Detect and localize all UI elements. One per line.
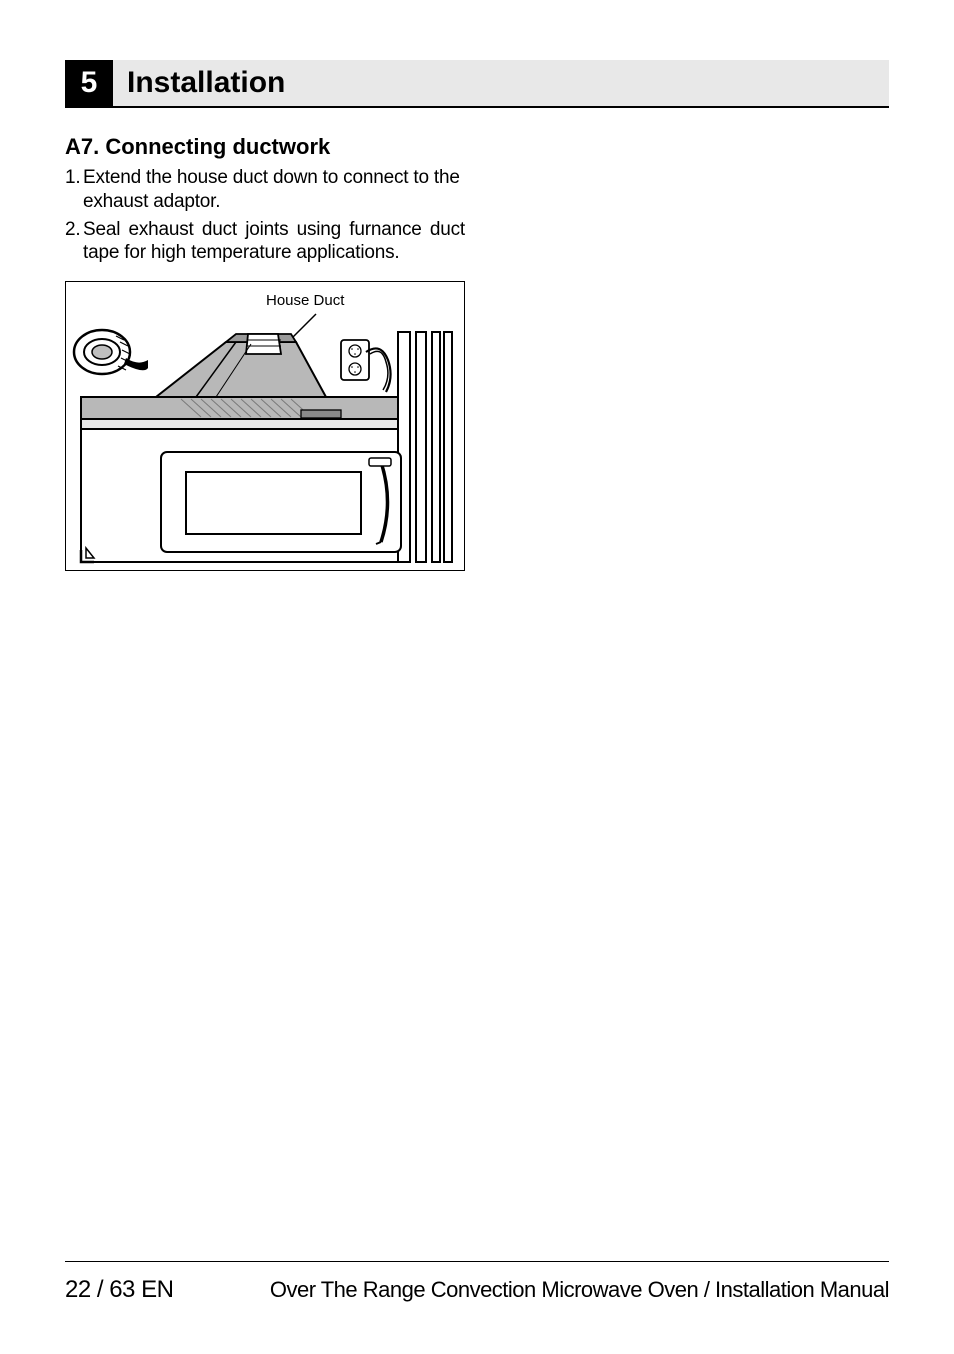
step-list: 1. Extend the house duct down to connect… bbox=[65, 166, 465, 265]
step-number: 2. bbox=[65, 218, 83, 266]
step-text: Seal exhaust duct joints using furnance … bbox=[83, 218, 465, 266]
page-footer: 22 / 63 EN Over The Range Convection Mic… bbox=[65, 1261, 889, 1304]
content-column: A7. Connecting ductwork 1. Extend the ho… bbox=[65, 134, 465, 571]
ductwork-diagram-icon bbox=[66, 282, 465, 571]
figure-label: House Duct bbox=[266, 292, 344, 309]
step-item: 1. Extend the house duct down to connect… bbox=[65, 166, 465, 214]
footer-page-number: 22 / 63 EN bbox=[65, 1276, 173, 1304]
page: 5 Installation A7. Connecting ductwork 1… bbox=[0, 0, 954, 1354]
footer-doc-title: Over The Range Convection Microwave Oven… bbox=[270, 1277, 889, 1303]
section-title: Installation bbox=[113, 60, 285, 106]
section-number: 5 bbox=[65, 60, 113, 106]
step-number: 1. bbox=[65, 166, 83, 214]
subsection-heading: A7. Connecting ductwork bbox=[65, 134, 465, 160]
section-header: 5 Installation bbox=[65, 60, 889, 108]
figure-ductwork: House Duct bbox=[65, 281, 465, 571]
step-text: Extend the house duct down to connect to… bbox=[83, 166, 465, 214]
step-item: 2. Seal exhaust duct joints using furnan… bbox=[65, 218, 465, 266]
